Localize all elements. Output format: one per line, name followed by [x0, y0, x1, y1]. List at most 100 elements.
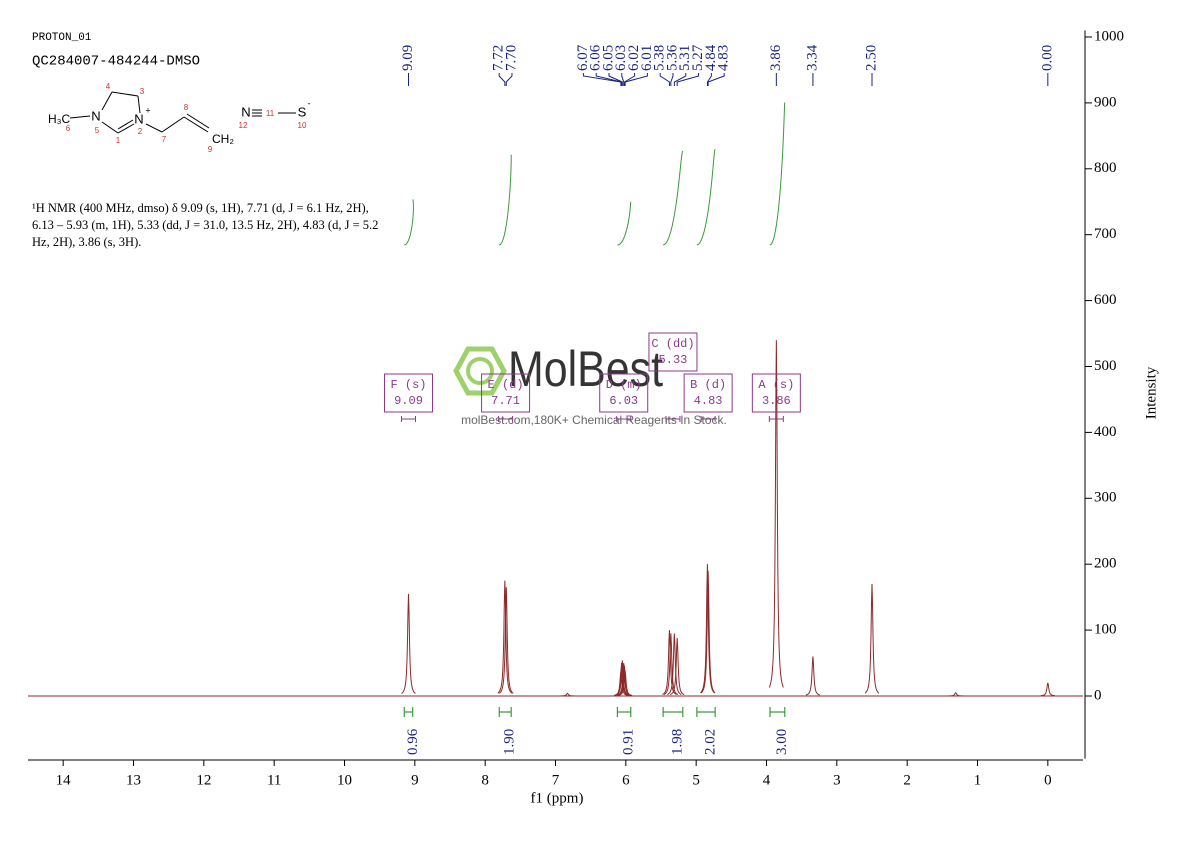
multiplet-range — [616, 416, 632, 422]
atom-number: 7 — [162, 135, 167, 144]
peak — [805, 656, 821, 696]
peak-leader — [659, 73, 670, 86]
peak — [700, 570, 716, 694]
watermark-tagline: molBest.com,180K+ Chemical Reagents In S… — [461, 413, 727, 427]
sample-id: PROTON_01 — [32, 32, 92, 44]
y-tick-label: 100 — [1094, 622, 1117, 638]
peak — [662, 630, 677, 695]
y-tick-label: 600 — [1094, 292, 1117, 308]
peak-label: 9.09 — [400, 45, 416, 71]
chart-title: QC284007-484244-DMSO — [32, 54, 200, 70]
atom-number: 9 — [208, 145, 213, 154]
peak-leader — [582, 73, 622, 86]
y-tick-label: 700 — [1094, 226, 1117, 242]
peak-label: 5.38 — [652, 45, 668, 71]
peak-leader — [676, 73, 700, 86]
y-tick-label: 500 — [1094, 358, 1117, 374]
peak-label: 3.34 — [804, 44, 820, 71]
integral-bracket — [662, 707, 684, 717]
integral-curve — [499, 154, 512, 246]
y-axis-title: Intensity — [1143, 366, 1159, 419]
peak-leader — [707, 73, 725, 86]
peak — [864, 583, 880, 694]
multiplet-range — [768, 416, 784, 422]
multiplet-label: D (m) — [606, 378, 642, 392]
peak-leader — [624, 73, 648, 86]
peak-label: 4.84 — [703, 44, 719, 71]
x-tick-label: 12 — [196, 772, 211, 788]
multiplet-range — [401, 416, 417, 422]
peak-label: 5.31 — [677, 45, 693, 71]
multiplet-shift: 3.86 — [762, 394, 791, 408]
multiplet-label: F (s) — [390, 378, 426, 392]
x-tick-label: 14 — [56, 772, 72, 788]
x-tick-label: 2 — [903, 772, 911, 788]
atom-number: 8 — [184, 103, 189, 112]
multiplet-box — [683, 373, 733, 413]
integral-curve — [617, 201, 632, 246]
peak — [768, 340, 784, 688]
peak-leader — [623, 73, 636, 86]
peak-label: 0.00 — [1039, 45, 1055, 71]
multiplet-range — [700, 416, 716, 422]
integral-curve — [404, 199, 414, 246]
x-tick-label: 4 — [763, 772, 771, 788]
peak-label: 6.01 — [639, 45, 655, 71]
atom-number: 10 — [298, 121, 307, 130]
integral-label: 1.98 — [669, 729, 685, 755]
peak-leader — [505, 73, 513, 86]
integral-label: 0.96 — [405, 728, 421, 755]
integral-curve — [769, 102, 786, 246]
peak-label: 6.02 — [626, 45, 642, 71]
atom-number: 11 — [266, 109, 275, 118]
atom-label: + — [145, 105, 150, 115]
x-tick-label: 11 — [267, 772, 281, 788]
multiplet-shift: 7.71 — [491, 394, 520, 408]
nmr-description: ¹H NMR (400 MHz, dmso) δ 9.09 (s, 1H), 7… — [32, 201, 379, 249]
peak-leader — [498, 73, 506, 86]
y-tick-label: 1000 — [1094, 28, 1124, 44]
integral-bracket — [696, 707, 716, 717]
peak — [615, 660, 630, 696]
x-tick-label: 10 — [337, 772, 352, 788]
peak — [948, 691, 963, 697]
multiplet-shift: 6.03 — [609, 394, 638, 408]
peak-leader — [595, 73, 623, 86]
atom-number: 12 — [239, 121, 248, 130]
atom-number: 5 — [95, 126, 100, 135]
peak-leader — [706, 73, 712, 86]
peak-label: 6.03 — [613, 45, 629, 71]
multiplet-label: C (dd) — [651, 337, 694, 351]
integral-curve — [696, 148, 716, 246]
y-tick-label: 800 — [1094, 160, 1117, 176]
integral-label: 3.00 — [774, 729, 790, 755]
multiplet-label: B (d) — [690, 378, 726, 392]
atom-number: 1 — [116, 136, 121, 145]
peak — [667, 633, 682, 695]
multiplet-box — [384, 373, 434, 413]
peak — [497, 580, 513, 694]
multiplet-shift: 5.33 — [659, 353, 688, 367]
atom-label: H₃C — [48, 112, 71, 126]
peak-label: 7.72 — [491, 45, 507, 71]
peak — [618, 670, 633, 696]
x-tick-label: 0 — [1044, 772, 1052, 788]
watermark-logo — [466, 357, 494, 385]
structure-bonds — [69, 91, 296, 134]
atom-label: N — [134, 111, 143, 126]
peak-label: 4.83 — [716, 45, 732, 71]
peak-label: 2.50 — [863, 45, 879, 71]
peak — [401, 593, 416, 694]
atom-number: 2 — [138, 127, 143, 136]
peak-label: 5.36 — [664, 44, 680, 71]
atom-label: CH₂ — [212, 132, 234, 146]
y-tick-label: 0 — [1094, 687, 1102, 703]
y-tick-label: 900 — [1094, 94, 1117, 110]
peak-label: 7.70 — [503, 45, 519, 71]
integral-label: 2.02 — [702, 729, 718, 755]
y-tick-label: 300 — [1094, 490, 1117, 506]
atom-label: N — [241, 104, 250, 119]
x-tick-label: 1 — [974, 772, 982, 788]
integral-bracket — [616, 707, 632, 717]
